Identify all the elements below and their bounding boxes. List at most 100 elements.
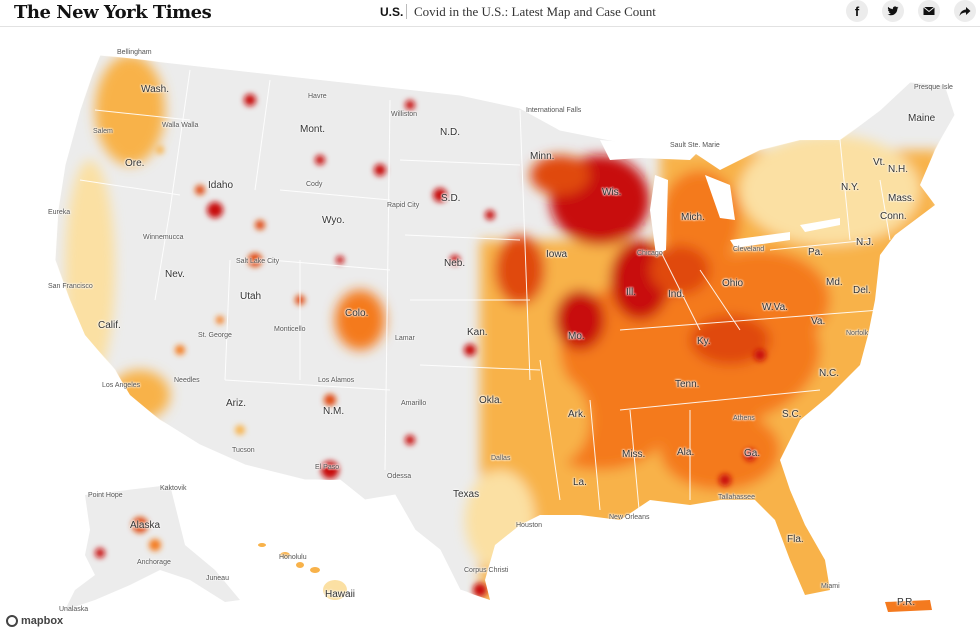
label-iowa: Iowa	[546, 249, 568, 260]
label-tucson: Tucson	[232, 447, 255, 454]
label-ore: Ore.	[125, 158, 145, 169]
label-ala: Ala.	[677, 447, 695, 458]
label-tenn: Tenn.	[675, 379, 700, 390]
label-el-paso: El Paso	[315, 464, 340, 471]
label-salem: Salem	[93, 128, 113, 135]
label-amarillo: Amarillo	[401, 400, 427, 407]
label-nj: N.J.	[856, 237, 874, 248]
label-neb: Neb.	[444, 258, 466, 269]
label-conn: Conn.	[880, 211, 907, 222]
label-ind: Ind.	[668, 289, 685, 300]
label-nd: N.D.	[440, 127, 460, 138]
label-monticello: Monticello	[274, 326, 306, 333]
label-salt-lake-city: Salt Lake City	[236, 258, 280, 265]
mapbox-text: mapbox	[21, 615, 64, 627]
label-cleveland: Cleveland	[733, 246, 765, 253]
label-miss: Miss.	[622, 449, 646, 460]
label-hawaii: Hawaii	[325, 589, 356, 600]
share-arrow-icon	[959, 6, 971, 16]
label-nc: N.C.	[819, 368, 839, 379]
label-nev: Nev.	[165, 269, 185, 280]
mapbox-logo-icon	[6, 615, 18, 627]
label-maine: Maine	[908, 113, 936, 124]
label-pr: P.R.	[897, 597, 916, 608]
section-label[interactable]: U.S.	[380, 5, 404, 19]
label-sd: S.D.	[441, 193, 461, 204]
mapbox-attribution[interactable]: mapbox	[6, 615, 63, 627]
label-athens: Athens	[733, 415, 755, 422]
label-idaho: Idaho	[208, 180, 234, 191]
label-cody: Cody	[306, 181, 323, 188]
great-lakes	[600, 140, 840, 255]
label-needles: Needles	[174, 377, 200, 384]
label-pa: Pa.	[808, 247, 824, 258]
label-point-hope: Point Hope	[88, 492, 123, 499]
label-international-falls: International Falls	[526, 107, 582, 114]
facebook-icon: f	[854, 3, 860, 19]
label-dallas: Dallas	[491, 455, 511, 462]
label-vt: Vt.	[873, 157, 886, 168]
site-header: The New York Times U.S. Covid in the U.S…	[0, 0, 980, 27]
label-colo: Colo.	[345, 308, 369, 319]
twitter-share-button[interactable]	[882, 0, 904, 22]
label-ariz: Ariz.	[226, 398, 246, 409]
label-unalaska: Unalaska	[59, 606, 89, 613]
label-wyo: Wyo.	[322, 215, 345, 226]
label-winnemucca: Winnemucca	[143, 234, 184, 241]
label-ga: Ga.	[744, 448, 761, 459]
label-honolulu: Honolulu	[279, 554, 307, 561]
us-covid-map[interactable]: Wash. Ore. Calif. Nev. Idaho Mont. Wyo. …	[0, 27, 980, 631]
email-icon	[923, 6, 935, 15]
label-ny: N.Y.	[841, 182, 860, 193]
label-los-angeles: Los Angeles	[102, 382, 141, 389]
label-houston: Houston	[516, 522, 543, 529]
label-la: La.	[573, 477, 587, 488]
twitter-icon	[887, 6, 899, 16]
label-wash: Wash.	[141, 84, 169, 95]
label-chicago: Chicago	[637, 250, 663, 257]
label-kaktovik: Kaktovik	[160, 485, 187, 492]
label-calif: Calif.	[98, 320, 121, 331]
label-texas: Texas	[453, 489, 480, 500]
article-title: Covid in the U.S.: Latest Map and Case C…	[414, 4, 656, 19]
label-sc: S.C.	[782, 409, 802, 420]
divider	[406, 4, 407, 19]
label-odessa: Odessa	[387, 473, 412, 480]
label-los-alamos: Los Alamos	[318, 377, 355, 384]
label-wva: W.Va.	[762, 302, 788, 313]
label-tallahassee: Tallahassee	[718, 494, 755, 501]
label-havre: Havre	[308, 93, 327, 100]
label-nm: N.M.	[323, 406, 345, 417]
email-share-button[interactable]	[918, 0, 940, 22]
label-anchorage: Anchorage	[137, 559, 171, 566]
puerto-rico	[885, 600, 932, 612]
label-sault-ste-marie: Sault Ste. Marie	[670, 142, 720, 149]
label-corpus-christi: Corpus Christi	[464, 567, 509, 574]
label-mo: Mo.	[568, 331, 585, 342]
label-md: Md.	[826, 277, 843, 288]
nyt-logo[interactable]: The New York Times	[14, 2, 212, 23]
label-ill: Ill.	[626, 287, 636, 298]
label-va: Va.	[811, 316, 826, 327]
label-minn: Minn.	[530, 151, 555, 162]
label-eureka: Eureka	[48, 209, 71, 216]
label-williston: Williston	[391, 111, 418, 118]
label-lamar: Lamar	[395, 335, 415, 342]
label-nh: N.H.	[888, 164, 908, 175]
label-san-francisco: San Francisco	[48, 283, 93, 290]
state-borders	[79, 69, 891, 521]
label-wis: Wis.	[602, 187, 622, 198]
label-juneau: Juneau	[206, 575, 229, 582]
label-ky: Ky.	[697, 336, 711, 347]
label-rapid-city: Rapid City	[387, 202, 420, 209]
label-mich: Mich.	[681, 212, 705, 223]
map-canvas[interactable]	[0, 27, 980, 631]
label-del: Del.	[853, 285, 871, 296]
label-presque-isle: Presque Isle	[914, 84, 953, 91]
facebook-share-button[interactable]: f	[846, 0, 868, 22]
label-mass: Mass.	[888, 193, 915, 204]
label-okla: Okla.	[479, 395, 503, 406]
label-utah: Utah	[240, 291, 262, 302]
more-share-button[interactable]	[954, 0, 976, 22]
label-walla-walla: Walla Walla	[162, 122, 199, 129]
